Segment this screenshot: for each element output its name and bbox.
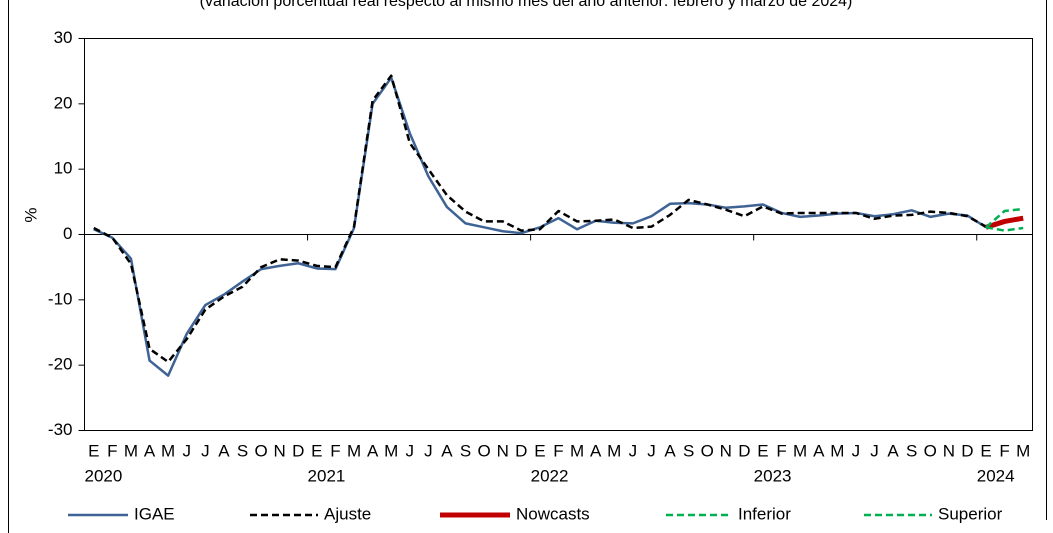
x-tick-label: A	[218, 441, 230, 460]
x-tick-label: J	[424, 441, 433, 460]
y-axis-label: %	[21, 207, 40, 222]
x-tick-label: M	[607, 441, 621, 460]
x-tick-label: N	[720, 441, 732, 460]
x-tick-label: O	[478, 441, 491, 460]
x-tick-label: A	[813, 441, 825, 460]
x-tick-label: A	[590, 441, 602, 460]
legend-label: Ajuste	[324, 504, 371, 523]
series-line	[93, 76, 987, 377]
x-tick-label: M	[124, 441, 138, 460]
legend-label: Superior	[938, 504, 1003, 523]
x-tick-label: F	[776, 441, 786, 460]
x-tick-label: S	[460, 441, 471, 460]
x-tick-label: E	[88, 441, 99, 460]
x-tick-label: M	[830, 441, 844, 460]
y-tick-label: -10	[48, 289, 73, 308]
y-tick-label: 30	[54, 28, 73, 47]
y-tick-label: -20	[48, 355, 73, 374]
legend-label: IGAE	[134, 504, 175, 523]
x-tick-label: A	[367, 441, 379, 460]
x-tick-label: O	[254, 441, 267, 460]
x-tick-label: J	[647, 441, 656, 460]
year-label: 2020	[85, 466, 123, 485]
x-tick-label: E	[980, 441, 991, 460]
series-line	[985, 207, 1024, 229]
x-tick-label: N	[497, 441, 509, 460]
x-tick-label: F	[553, 441, 563, 460]
x-tick-label: S	[906, 441, 917, 460]
x-tick-label: D	[738, 441, 750, 460]
x-tick-label: J	[629, 441, 638, 460]
x-tick-label: D	[961, 441, 973, 460]
year-label: 2021	[308, 466, 346, 485]
x-tick-label: S	[683, 441, 694, 460]
x-tick-label: F	[330, 441, 340, 460]
x-tick-label: D	[515, 441, 527, 460]
x-tick-label: M	[570, 441, 584, 460]
x-tick-label: A	[441, 441, 453, 460]
x-tick-label: E	[534, 441, 545, 460]
legend-label: Inferior	[738, 504, 791, 523]
year-label: 2022	[531, 466, 569, 485]
x-tick-label: F	[999, 441, 1009, 460]
y-tick-label: -30	[48, 420, 73, 439]
y-tick-label: 10	[54, 159, 73, 178]
x-tick-label: N	[943, 441, 955, 460]
series-line	[985, 226, 1024, 232]
x-tick-label: A	[144, 441, 156, 460]
x-tick-label: M	[1016, 441, 1030, 460]
y-tick-label: 0	[63, 224, 72, 243]
year-label: 2023	[754, 466, 792, 485]
x-tick-label: J	[182, 441, 191, 460]
x-tick-label: J	[852, 441, 861, 460]
x-tick-label: A	[887, 441, 899, 460]
x-tick-label: A	[664, 441, 676, 460]
x-tick-label: J	[406, 441, 415, 460]
x-tick-label: J	[870, 441, 879, 460]
x-tick-label: E	[757, 441, 768, 460]
x-tick-label: F	[107, 441, 117, 460]
chart-title: (variación porcentual real respecto al m…	[200, 0, 853, 10]
x-tick-label: E	[311, 441, 322, 460]
x-tick-label: M	[161, 441, 175, 460]
series-line	[93, 74, 987, 364]
y-tick-label: 20	[54, 93, 73, 112]
x-tick-label: D	[292, 441, 304, 460]
x-tick-label: J	[201, 441, 210, 460]
year-label: 2024	[977, 466, 1015, 485]
series-line	[985, 215, 1024, 230]
x-tick-label: O	[924, 441, 937, 460]
x-tick-label: S	[237, 441, 248, 460]
x-tick-label: N	[274, 441, 286, 460]
legend-label: Nowcasts	[516, 504, 590, 523]
x-tick-label: M	[384, 441, 398, 460]
x-tick-label: M	[793, 441, 807, 460]
x-tick-label: O	[701, 441, 714, 460]
x-tick-label: M	[347, 441, 361, 460]
